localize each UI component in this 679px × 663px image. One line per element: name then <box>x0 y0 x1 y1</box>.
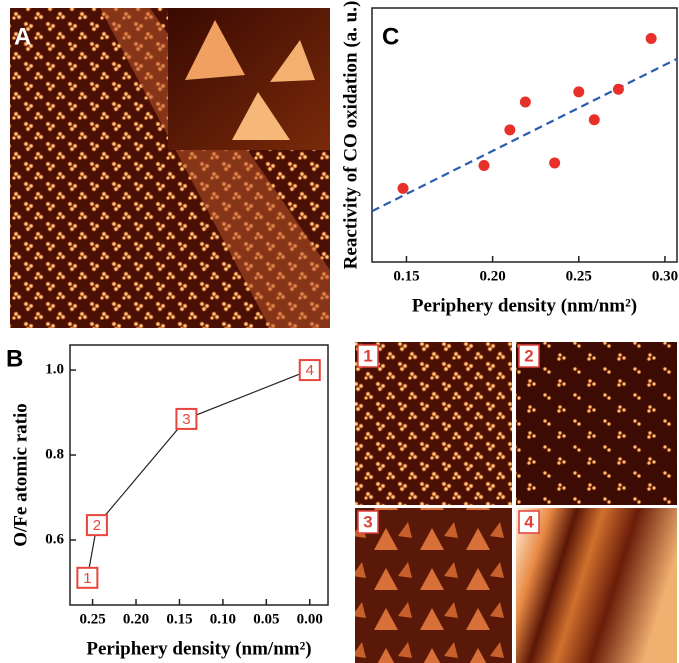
point <box>549 157 560 168</box>
point-label: 3 <box>182 411 190 428</box>
point <box>504 124 515 135</box>
plot-frame <box>70 345 328 605</box>
point-label: 4 <box>306 362 314 379</box>
x-tick-label: 0.10 <box>210 611 236 627</box>
point <box>646 33 657 44</box>
x-tick-label: 0.25 <box>566 268 592 284</box>
trend-line <box>372 59 677 211</box>
x-tick-label: 0.20 <box>479 268 505 284</box>
figure: A C B 1 2 3 4 0.15 0.20 0.25 0.30 Periphery dens… <box>0 0 679 663</box>
point <box>613 84 624 95</box>
x-tick-label: 0.25 <box>79 611 105 627</box>
point <box>520 96 531 107</box>
y-tick-label: 0.6 <box>45 531 64 547</box>
point <box>573 86 584 97</box>
x-axis-label: Periphery density (nm/nm²) <box>412 295 637 316</box>
point-label: 2 <box>93 517 101 534</box>
image-label: 4 <box>524 512 534 531</box>
panel-label: B <box>6 345 23 372</box>
stm-image-2 <box>516 342 677 505</box>
image-label: 3 <box>363 512 372 531</box>
y-tick-label: 0.8 <box>45 446 64 462</box>
point-label: 1 <box>83 570 91 587</box>
stm-image-4 <box>516 508 677 663</box>
panel-label: A <box>14 23 31 50</box>
x-tick-label: 0.00 <box>297 611 323 627</box>
x-tick-label: 0.20 <box>123 611 149 627</box>
x-tick-label: 0.30 <box>652 268 678 284</box>
x-tick-label: 0.15 <box>166 611 192 627</box>
point <box>589 114 600 125</box>
image-label: 2 <box>524 346 533 365</box>
point <box>479 160 490 171</box>
image-label: 1 <box>363 346 372 365</box>
x-axis-label: Periphery density (nm/nm²) <box>86 638 311 659</box>
y-axis-label: Reactivity of CO oxidation (a. u.) <box>340 1 361 270</box>
x-tick-label: 0.05 <box>253 611 279 627</box>
point <box>398 183 409 194</box>
y-tick-label: 1.0 <box>45 362 64 378</box>
line <box>87 370 309 578</box>
y-axis-label: O/Fe atomic ratio <box>10 403 31 547</box>
x-tick-label: 0.15 <box>393 268 419 284</box>
panel-label: C <box>382 23 399 50</box>
